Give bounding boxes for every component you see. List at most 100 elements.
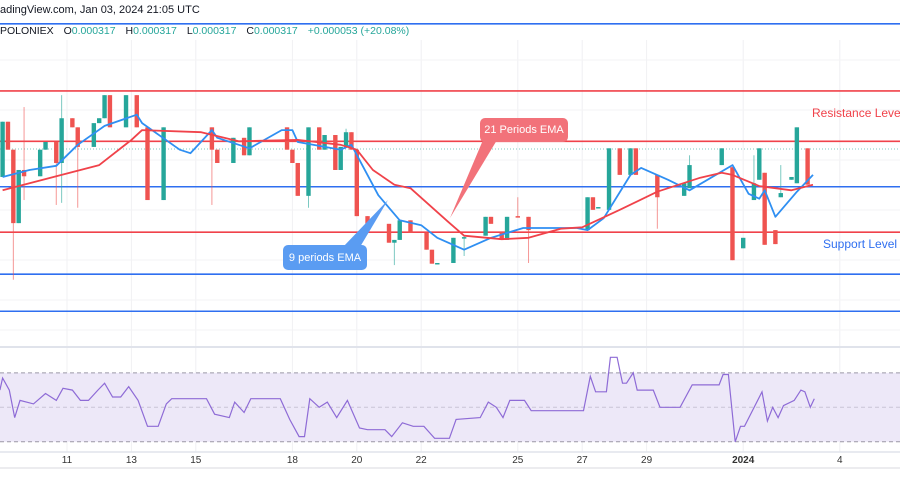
candle-body [349,132,354,150]
candle [134,95,139,128]
candle-body [585,197,590,231]
candle [102,95,107,119]
candle-body [97,118,102,124]
candle [70,118,75,128]
candle-body [107,95,113,128]
candle-body [290,149,295,163]
candle [741,237,746,249]
candle-body [590,197,596,210]
candle [773,230,778,245]
candle [687,155,692,189]
candle-body [741,237,746,249]
candle-body [805,148,810,185]
candle [107,95,113,128]
candle [386,223,392,243]
candle [16,169,21,224]
candle-body [43,142,48,150]
candle-body [488,216,494,224]
candle-body [773,230,778,245]
candle [451,237,456,263]
candle-body [16,169,21,224]
candle [306,127,311,208]
candle-body [354,149,359,217]
candle [59,95,64,203]
candle [762,172,767,245]
ema21-line [2,129,814,241]
candle [91,123,97,147]
x-tick-label: 22 [415,455,427,466]
x-tick-label: 11 [61,455,73,466]
candle-body [161,127,166,201]
candle [54,142,59,205]
x-tick-label: 4 [837,455,843,466]
candle-body [338,146,343,170]
candle [284,127,290,150]
candle-body [504,216,510,240]
candle-body [306,127,311,196]
candle-body [284,127,290,150]
candle [596,207,601,209]
candle-body [778,193,783,198]
candle-body [461,237,467,239]
candle [145,127,150,201]
candle-body [435,262,440,265]
rsi-polyline [0,356,815,442]
candle [75,127,80,208]
x-tick-label: 18 [286,455,298,466]
open-key: O [63,25,72,37]
candle [655,174,660,229]
candle-body [606,148,612,210]
candle-body [91,123,97,147]
candle [719,148,724,166]
candle [5,121,11,150]
candle-body [392,239,397,243]
candle [617,148,622,175]
close-value: 0.000317 [253,25,298,37]
candle-body [628,148,633,175]
grid [0,40,900,469]
candle-body [687,165,692,189]
ema9-callout: 9 periods EMA [283,245,367,270]
candle-body [231,137,236,163]
candle-body [70,118,75,128]
candle-body [596,207,601,209]
candle-body [59,118,64,163]
candle-body [751,183,757,201]
candle-body [794,127,800,184]
candle-body [762,172,767,245]
candle [730,167,735,261]
candle [97,118,102,124]
candle [483,216,488,236]
x-tick-label: 13 [125,455,137,466]
candle [590,197,596,210]
candle [333,135,338,170]
candle [504,216,510,240]
low-value: 0.000317 [192,25,237,37]
candle [349,132,354,150]
rsi-line [0,356,815,442]
ema9-callout-pointer [343,200,388,247]
close-key: C [246,25,254,37]
candle [338,146,343,170]
candle-body [343,132,349,147]
candle [295,162,300,196]
ema21-callout-pointer [450,140,497,218]
candle-body [0,121,5,177]
candle [461,236,467,256]
low-key: L [186,25,193,37]
candle [354,149,359,217]
candle-body [333,135,338,170]
ohlc-legend: POLONIEX O0.000317 H0.000317 L0.000317 C… [0,25,409,37]
candle [290,149,295,163]
source-timestamp: adingView.com, Jan 03, 2024 21:05 UTC [0,4,200,16]
candle-body [730,167,735,261]
candle-body [789,176,794,180]
candle [794,127,800,184]
candle [161,127,166,201]
candle [488,216,494,224]
candle [11,149,16,280]
candle-body [515,216,520,218]
candle [429,249,435,264]
candle [43,142,48,150]
